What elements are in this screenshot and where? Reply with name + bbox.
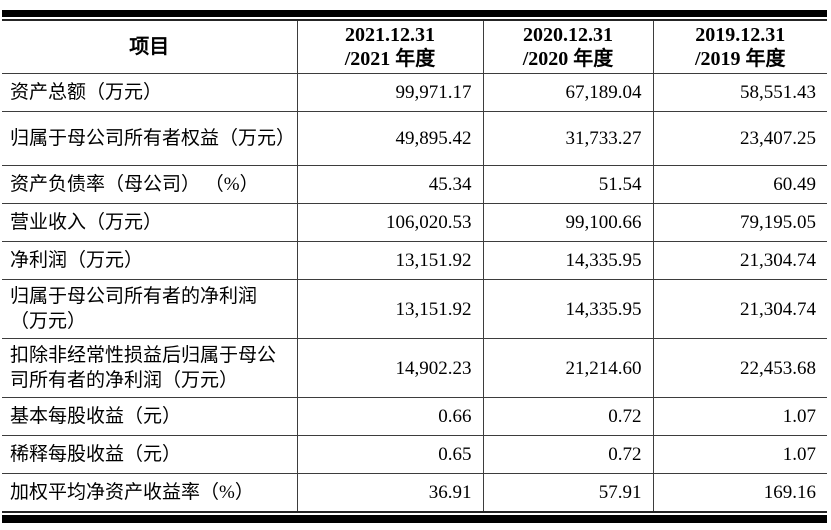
table-row: 归属于母公司所有者的净利润（万元） 13,151.92 14,335.95 21… xyxy=(2,279,827,339)
row-value-2020: 0.72 xyxy=(482,435,653,474)
header-period-date: 2021.12.31 xyxy=(345,24,435,46)
row-value-2020: 0.72 xyxy=(482,397,653,436)
row-label: 营业收入（万元） xyxy=(2,203,297,242)
row-value-2020: 21,214.60 xyxy=(482,338,653,398)
row-value-2020: 14,335.95 xyxy=(482,241,653,280)
header-item-column: 项目 xyxy=(129,36,170,58)
table-top-rule xyxy=(2,10,827,17)
table-row: 净利润（万元） 13,151.92 14,335.95 21,304.74 xyxy=(2,241,827,280)
row-value-2019: 21,304.74 xyxy=(652,241,827,280)
row-value-2019: 1.07 xyxy=(652,397,827,436)
row-value-2021: 13,151.92 xyxy=(296,241,483,280)
table-row: 稀释每股收益（元） 0.65 0.72 1.07 xyxy=(2,435,827,474)
row-value-2020: 51.54 xyxy=(482,165,653,204)
row-label: 归属于母公司所有者的净利润（万元） xyxy=(2,279,297,339)
header-period-date: 2019.12.31 xyxy=(695,24,786,46)
row-label: 归属于母公司所有者权益（万元） xyxy=(2,111,297,166)
table-row: 加权平均净资产收益率（%） 36.91 57.91 169.16 xyxy=(2,473,827,512)
row-value-2021: 0.66 xyxy=(296,397,483,436)
row-label: 基本每股收益（元） xyxy=(2,397,297,436)
row-label: 扣除非经常性损益后归属于母公司所有者的净利润（万元） xyxy=(2,338,297,398)
row-value-2021: 36.91 xyxy=(296,473,483,512)
row-value-2020: 67,189.04 xyxy=(482,73,653,112)
header-period-2019: 2019.12.31 /2019 年度 xyxy=(652,20,827,74)
table-bottom-rule xyxy=(2,514,827,523)
table-row: 基本每股收益（元） 0.66 0.72 1.07 xyxy=(2,397,827,436)
row-value-2021: 49,895.42 xyxy=(296,111,483,166)
row-label: 净利润（万元） xyxy=(2,241,297,280)
row-label: 资产负债率（母公司） （%） xyxy=(2,165,297,204)
header-period-2020: 2020.12.31 /2020 年度 xyxy=(482,20,653,74)
row-value-2021: 99,971.17 xyxy=(296,73,483,112)
row-label: 资产总额（万元） xyxy=(2,73,297,112)
row-value-2019: 21,304.74 xyxy=(652,279,827,339)
row-value-2020: 14,335.95 xyxy=(482,279,653,339)
header-period-year: /2019 年度 xyxy=(694,48,786,70)
row-value-2020: 57.91 xyxy=(482,473,653,512)
row-value-2021: 13,151.92 xyxy=(296,279,483,339)
row-value-2019: 22,453.68 xyxy=(652,338,827,398)
row-value-2021: 0.65 xyxy=(296,435,483,474)
header-period-year: /2020 年度 xyxy=(522,48,614,70)
table-row: 资产负债率（母公司） （%） 45.34 51.54 60.49 xyxy=(2,165,827,204)
row-value-2019: 79,195.05 xyxy=(652,203,827,242)
row-value-2021: 14,902.23 xyxy=(296,338,483,398)
header-period-2021: 2021.12.31 /2021 年度 xyxy=(296,20,483,74)
table-header-row: 项目 2021.12.31 /2021 年度 2020.12.31 /2020 … xyxy=(2,20,827,74)
financial-summary-table: 项目 2021.12.31 /2021 年度 2020.12.31 /2020 … xyxy=(2,19,827,513)
row-value-2019: 60.49 xyxy=(652,165,827,204)
table-row: 归属于母公司所有者权益（万元） 49,895.42 31,733.27 23,4… xyxy=(2,111,827,166)
row-value-2019: 58,551.43 xyxy=(652,73,827,112)
row-label: 加权平均净资产收益率（%） xyxy=(2,473,297,512)
row-value-2019: 1.07 xyxy=(652,435,827,474)
table-row: 营业收入（万元） 106,020.53 99,100.66 79,195.05 xyxy=(2,203,827,242)
table-row: 资产总额（万元） 99,971.17 67,189.04 58,551.43 xyxy=(2,73,827,112)
financial-summary-table-container: 项目 2021.12.31 /2021 年度 2020.12.31 /2020 … xyxy=(2,10,827,523)
table-body: 资产总额（万元） 99,971.17 67,189.04 58,551.43 归… xyxy=(2,73,827,512)
row-value-2021: 45.34 xyxy=(296,165,483,204)
row-label: 稀释每股收益（元） xyxy=(2,435,297,474)
row-value-2020: 31,733.27 xyxy=(482,111,653,166)
row-value-2019: 169.16 xyxy=(652,473,827,512)
table-row: 扣除非经常性损益后归属于母公司所有者的净利润（万元） 14,902.23 21,… xyxy=(2,338,827,398)
header-period-date: 2020.12.31 xyxy=(523,24,613,46)
row-value-2021: 106,020.53 xyxy=(296,203,483,242)
row-value-2020: 99,100.66 xyxy=(482,203,653,242)
header-period-year: /2021 年度 xyxy=(344,48,436,70)
row-value-2019: 23,407.25 xyxy=(652,111,827,166)
